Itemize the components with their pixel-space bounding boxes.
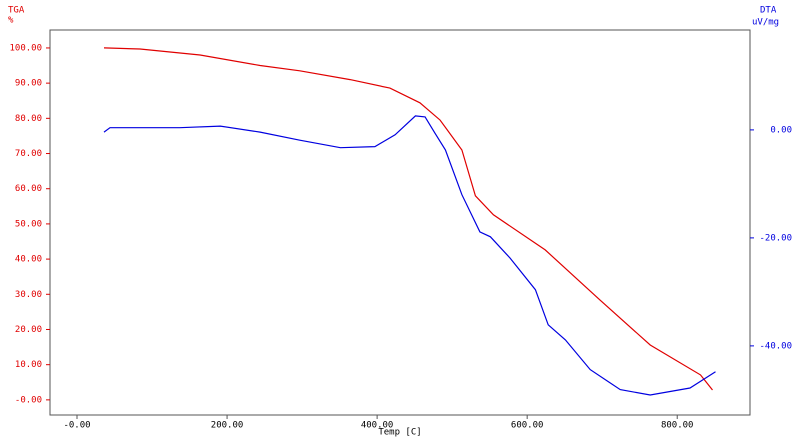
x-tick-label: -0.00 bbox=[63, 421, 90, 431]
x-tick-label: 800.00 bbox=[661, 421, 694, 431]
x-tick-label: 200.00 bbox=[211, 421, 244, 431]
x-label: Temp [C] bbox=[378, 428, 421, 437]
y-tick-label: -0.00 bbox=[15, 395, 42, 405]
y-unit: % bbox=[8, 16, 14, 26]
y2-unit: uV/mg bbox=[752, 18, 779, 28]
y-tick-label: 70.00 bbox=[15, 149, 42, 159]
y2-tick-label: 0.00 bbox=[770, 125, 792, 135]
y2-tick-label: -20.00 bbox=[759, 233, 792, 243]
plot-frame bbox=[49, 29, 751, 416]
x-tick-label: 400.00 bbox=[361, 421, 394, 431]
y2-label: DTA bbox=[760, 6, 777, 16]
y-tick-label: 90.00 bbox=[15, 79, 42, 89]
y-tick-label: 80.00 bbox=[15, 114, 42, 124]
y-tick-label: 100.00 bbox=[9, 43, 42, 53]
y-tick-label: 40.00 bbox=[15, 255, 42, 265]
data-line bbox=[103, 47, 713, 391]
y-tick-label: 60.00 bbox=[15, 184, 42, 194]
y2-tick-label: -40.00 bbox=[759, 341, 792, 351]
data-line bbox=[103, 115, 716, 396]
y-label: TGA bbox=[8, 6, 25, 16]
y-tick-label: 10.00 bbox=[15, 360, 42, 370]
y-tick-label: 30.00 bbox=[15, 290, 42, 300]
y-tick-label: 50.00 bbox=[15, 219, 42, 229]
y-tick-label: 20.00 bbox=[15, 325, 42, 335]
x-tick-label: 600.00 bbox=[511, 421, 544, 431]
